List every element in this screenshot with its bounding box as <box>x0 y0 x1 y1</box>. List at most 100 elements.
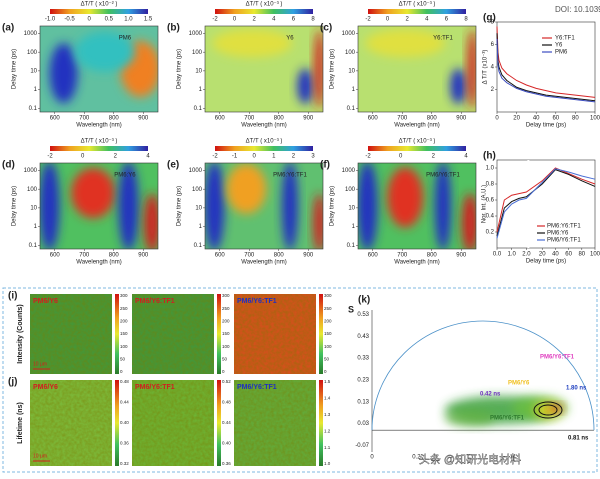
heatmap-feature <box>118 163 139 249</box>
x-tick-label: 600 <box>50 116 61 122</box>
y-tick-label: 1000 <box>342 168 356 174</box>
colorbar-tick: 6 <box>292 17 296 23</box>
panel-label: (i) <box>8 291 17 302</box>
y-axis-label: Delay time (ps) <box>330 186 336 226</box>
colorbar-title: ΔT/T ( x10⁻³ ) <box>81 139 118 145</box>
y-tick-label: 1 <box>34 224 38 230</box>
x-tick-label: 20 <box>513 116 520 122</box>
colorbar-tick: 1 <box>272 154 276 160</box>
colorbar-tick: 0.5 <box>105 17 114 23</box>
colorbar-tick: 2 <box>432 154 436 160</box>
legend-entry: PM6:Y6:TF1 <box>547 224 581 230</box>
y-tick-label: 0.1 <box>347 106 356 112</box>
y-tick-label: 0.53 <box>357 312 369 318</box>
colorbar-tick: 1.5 <box>144 17 153 23</box>
image-texture <box>30 380 112 466</box>
x-tick-label: 700 <box>244 253 255 259</box>
legend-entry: PM6:Y6 <box>547 231 569 237</box>
heatmap-feature <box>144 193 158 249</box>
x-tick-label: 700 <box>79 116 90 122</box>
image-texture <box>234 294 316 374</box>
colorbar-tick: 100 <box>120 344 128 349</box>
colorbar <box>319 294 323 374</box>
sample-name: PM6:Y6 <box>114 173 136 179</box>
sample-name: PM6/Y6:TF1 <box>426 173 460 179</box>
colorbar-tick: 250 <box>222 306 230 311</box>
sample-name: PM6:Y6:TF1 <box>273 173 307 179</box>
x-axis-label: Delay time (ps) <box>526 123 566 129</box>
x-tick-label: 900 <box>303 116 314 122</box>
heatmap-feature <box>467 29 476 109</box>
y-tick-label: 100 <box>192 187 203 193</box>
colorbar-tick: -2 <box>365 17 371 23</box>
image-title: PM6/Y6:TF1 <box>135 384 175 391</box>
x-axis-label: Wavelength (nm) <box>241 123 286 129</box>
x-tick-label: 100 <box>590 252 600 258</box>
x-axis-label: Wavelength (nm) <box>394 260 439 266</box>
heatmap-feature <box>462 193 476 249</box>
y-tick-label: 2 <box>491 87 495 93</box>
x-tick-label: 700 <box>79 253 90 259</box>
cluster-label: 0.81 ns <box>568 436 589 442</box>
y-axis-label: Delay time (ps) <box>12 49 18 89</box>
colorbar-tick: 0.40 <box>222 441 231 446</box>
x-tick-label: 700 <box>397 116 408 122</box>
y-tick-label: 0.1 <box>194 243 203 249</box>
cluster-label: 0.42 ns <box>480 392 501 398</box>
line <box>496 168 596 239</box>
colorbar-tick: 150 <box>120 331 128 336</box>
colorbar-tick: 4 <box>146 154 150 160</box>
colorbar-tick: 0.44 <box>120 400 129 405</box>
y-tick-label: 0.13 <box>357 399 369 405</box>
image-texture <box>132 380 214 466</box>
y-tick-label: 10 <box>348 205 355 211</box>
y-tick-label: 1000 <box>342 31 356 37</box>
line <box>496 38 596 103</box>
y-tick-label: 1 <box>34 87 38 93</box>
x-tick-label: 100 <box>590 116 600 122</box>
y-axis-label: Δ T/T (x10⁻³) <box>483 50 489 85</box>
colorbar-tick: 50 <box>324 357 330 362</box>
x-tick-label: 40 <box>533 116 540 122</box>
x-tick-label: 600 <box>50 253 61 259</box>
watermark: 头条 @知研光电材料 <box>419 452 521 466</box>
colorbar <box>319 380 323 466</box>
colorbar-tick: 1.0 <box>324 461 331 466</box>
colorbar <box>217 380 221 466</box>
colorbar-tick: 1.3 <box>324 412 331 417</box>
x-axis-label: Delay time (ps) <box>526 259 566 265</box>
x-tick-label: 800 <box>427 116 438 122</box>
y-tick-label: 4 <box>491 65 495 71</box>
colorbar-tick: 0 <box>120 369 123 374</box>
x-tick-label: 700 <box>397 253 408 259</box>
y-axis-label: Delay time (ps) <box>177 49 183 89</box>
y-tick-label: 10 <box>348 68 355 74</box>
x-tick-label: 800 <box>274 253 285 259</box>
y-tick-label: 0.33 <box>357 356 369 362</box>
scale-label: 10 μm <box>33 453 47 459</box>
heatmap-feature <box>281 163 298 249</box>
y-axis-label: Intensity (Counts) <box>17 304 24 364</box>
panels: (a)ΔT/T ( x10⁻² )-1.0 -0.5 0 0.5 1.0 1.5PM660… <box>2 2 600 467</box>
colorbar-tick: 50 <box>120 357 126 362</box>
colorbar-tick: 1.4 <box>324 396 331 401</box>
y-tick-label: 100 <box>27 187 38 193</box>
x-tick-label: 0.0 <box>493 252 502 258</box>
y-tick-label: 0.2 <box>486 230 495 236</box>
y-tick-label: 10 <box>30 205 37 211</box>
colorbar-title: ΔT/T ( x10⁻² ) <box>81 2 118 8</box>
colorbar-tick: 0.36 <box>120 441 129 446</box>
x-tick-label: 600 <box>368 253 379 259</box>
heatmap-feature <box>49 43 78 104</box>
x-tick-label: 800 <box>109 116 120 122</box>
colorbar <box>217 294 221 374</box>
cluster-ring <box>538 404 558 416</box>
colorbar-tick: 250 <box>324 306 332 311</box>
x-tick-label: 900 <box>456 116 467 122</box>
colorbar-title: ΔT/T ( x10⁻³ ) <box>399 139 436 145</box>
plot-frame <box>39 162 159 250</box>
heatmap <box>40 26 158 112</box>
colorbar-tick: 8 <box>311 17 315 23</box>
colorbar-tick: 0.44 <box>222 420 231 425</box>
x-tick-label: 60 <box>552 116 559 122</box>
